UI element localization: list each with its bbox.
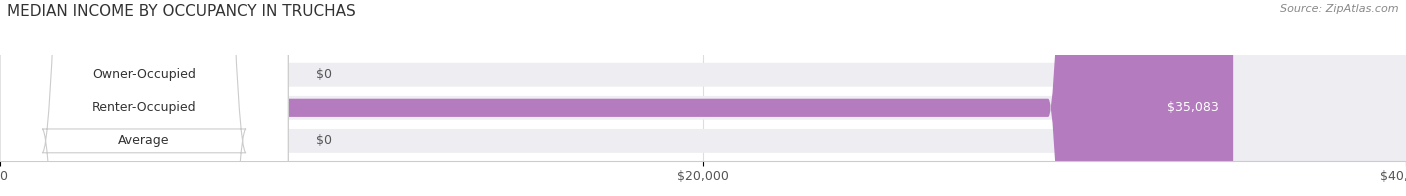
FancyBboxPatch shape xyxy=(0,0,1233,196)
Text: Renter-Occupied: Renter-Occupied xyxy=(91,101,197,114)
Text: $35,083: $35,083 xyxy=(1167,101,1219,114)
Text: Source: ZipAtlas.com: Source: ZipAtlas.com xyxy=(1281,4,1399,14)
FancyBboxPatch shape xyxy=(0,0,288,196)
FancyBboxPatch shape xyxy=(0,0,288,196)
FancyBboxPatch shape xyxy=(0,0,28,196)
Text: $0: $0 xyxy=(316,134,332,147)
FancyBboxPatch shape xyxy=(0,0,288,196)
Text: $0: $0 xyxy=(316,68,332,81)
FancyBboxPatch shape xyxy=(0,0,28,196)
Text: Owner-Occupied: Owner-Occupied xyxy=(93,68,195,81)
Text: Average: Average xyxy=(118,134,170,147)
Text: MEDIAN INCOME BY OCCUPANCY IN TRUCHAS: MEDIAN INCOME BY OCCUPANCY IN TRUCHAS xyxy=(7,4,356,19)
